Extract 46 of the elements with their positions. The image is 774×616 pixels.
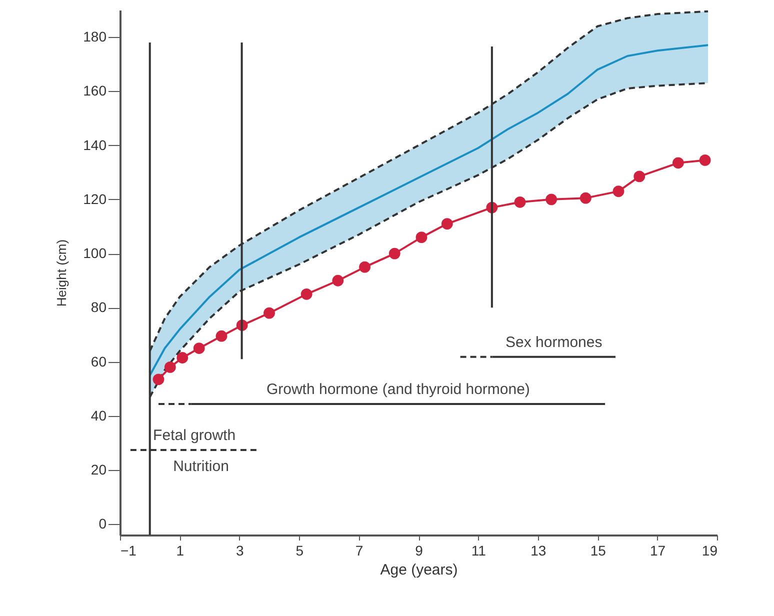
series-label: Fetal growth — [153, 427, 236, 444]
annotation: Nutrition — [173, 458, 229, 475]
x-tick-label: 17 — [650, 542, 666, 558]
point — [359, 261, 370, 273]
point — [193, 342, 205, 354]
y-tick-label: 40 — [90, 407, 107, 424]
y-tick-label: 160 — [83, 82, 107, 99]
point — [164, 362, 176, 373]
point — [699, 154, 711, 166]
point — [612, 186, 624, 198]
x-tick-label: 11 — [471, 542, 486, 558]
point — [634, 170, 646, 182]
y-tick-label: 60 — [90, 353, 107, 370]
series-label: Growth hormone (and thyroid hormone) — [266, 381, 530, 398]
point — [264, 307, 275, 319]
point — [514, 196, 526, 208]
x-tick-label: 3 — [236, 542, 244, 558]
x-tick-label: −1 — [120, 542, 137, 558]
point — [546, 194, 558, 206]
x-tick-label: 13 — [530, 542, 546, 558]
point — [388, 248, 400, 260]
y-tick-label: 80 — [90, 299, 107, 316]
y-tick-label: 120 — [83, 190, 107, 207]
x-tick-label: 5 — [296, 542, 304, 558]
y-tick-label: 100 — [83, 245, 107, 262]
point — [300, 288, 312, 300]
point — [441, 218, 453, 230]
x-tick-label: 19 — [702, 542, 718, 558]
point — [216, 330, 228, 342]
series-label: Sex hormones — [506, 334, 602, 351]
point — [176, 352, 188, 364]
y-tick-label: 20 — [90, 462, 107, 478]
point — [416, 232, 428, 244]
y-tick-label: 140 — [83, 136, 107, 153]
y-tick-label: 0 — [98, 516, 107, 532]
point — [580, 192, 592, 204]
x-axis-title: Age (years) — [380, 562, 458, 578]
x-tick-label: 7 — [355, 542, 364, 558]
y-tick-label: 180 — [83, 28, 107, 45]
point — [332, 274, 344, 286]
y-axis-title: Height (cm) — [54, 239, 70, 307]
point — [152, 374, 164, 386]
x-tick-label: 9 — [415, 542, 424, 558]
x-tick-label: 1 — [176, 542, 184, 558]
x-tick-label: 15 — [590, 542, 606, 558]
point — [672, 157, 684, 169]
